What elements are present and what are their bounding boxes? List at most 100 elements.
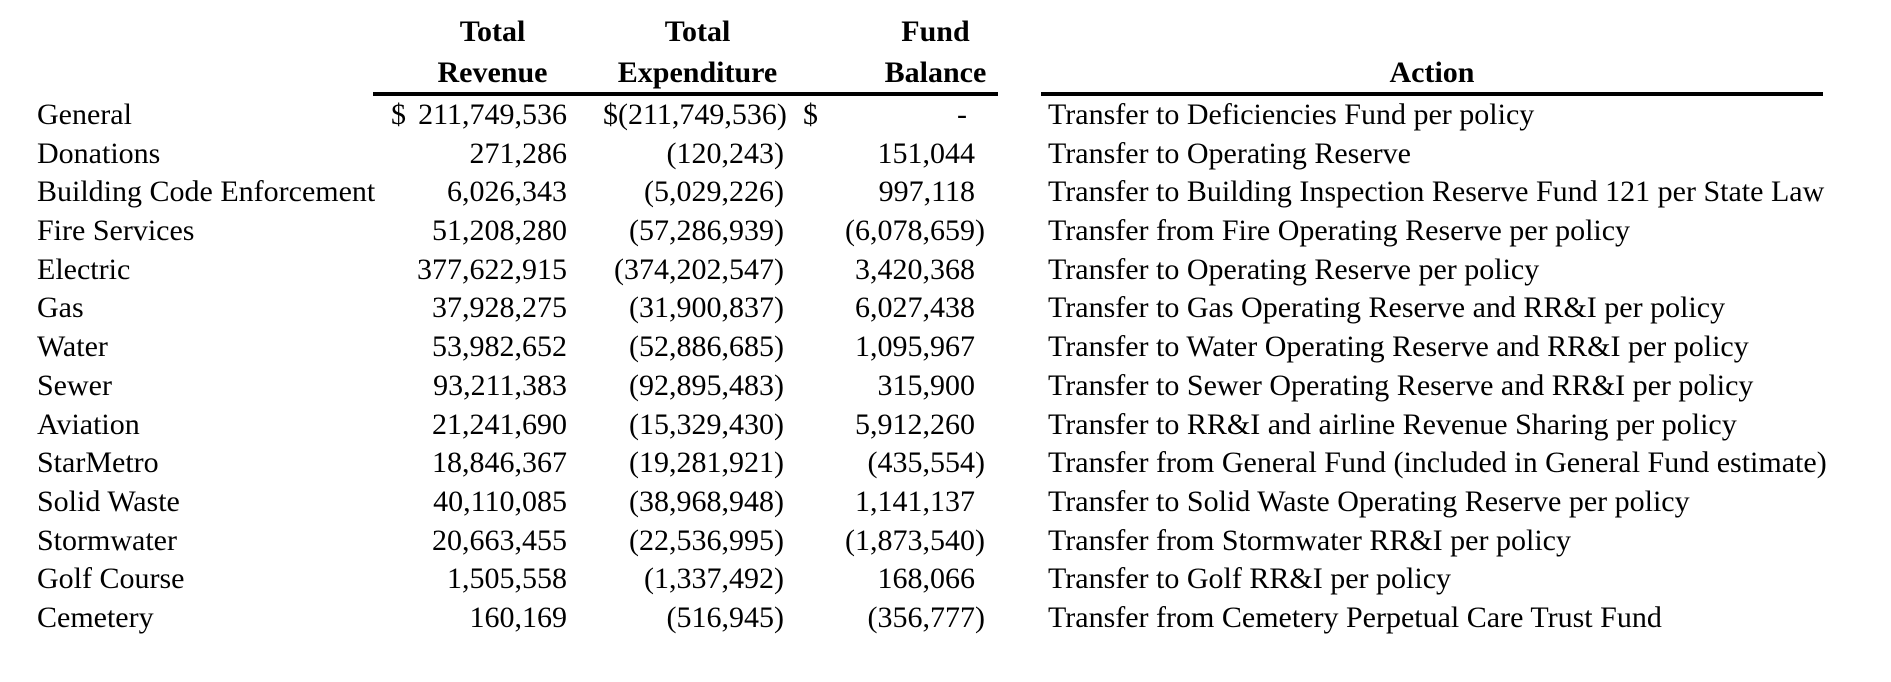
balance-value: (6,078,659) xyxy=(845,214,985,248)
action-cell: Transfer from General Fund (included in … xyxy=(1048,446,1827,480)
balance-cell: 997,118 xyxy=(798,173,995,212)
currency-symbol: $ xyxy=(803,98,818,131)
revenue-value: 18,846,367 xyxy=(432,446,567,480)
column-gap xyxy=(995,328,1041,367)
action-cell: Transfer to Solid Waste Operating Reserv… xyxy=(1048,484,1690,518)
balance-cell: 1,141,137 xyxy=(798,483,995,522)
balance-value: 168,066 xyxy=(877,562,976,596)
column-gap xyxy=(995,522,1041,561)
table-row: Water 53,982,652 (52,886,685) 1,095,967 … xyxy=(37,328,1891,367)
revenue-cell: 6,026,343 xyxy=(375,173,572,212)
table-row: Electric 377,622,915 (374,202,547) 3,420… xyxy=(37,251,1891,290)
column-gap xyxy=(572,367,595,406)
revenue-value: 21,241,690 xyxy=(432,407,567,441)
table-row: Fire Services 51,208,280 (57,286,939) (6… xyxy=(37,212,1891,251)
table-row: Donations 271,286 (120,243) 151,044 Tran… xyxy=(37,135,1891,174)
fund-name-cell: Electric xyxy=(37,252,131,286)
revenue-value: 37,928,275 xyxy=(432,291,567,325)
balance-cell: (356,777) xyxy=(798,599,995,638)
fund-name-cell: Donations xyxy=(37,136,161,170)
table-row: Sewer 93,211,383 (92,895,483) 315,900 Tr… xyxy=(37,367,1891,406)
expenditure-value: (22,536,995) xyxy=(629,523,784,557)
revenue-cell: 160,169 xyxy=(375,599,572,638)
balance-value: 315,900 xyxy=(877,368,976,402)
revenue-cell: 51,208,280 xyxy=(375,212,572,251)
column-gap xyxy=(790,289,798,328)
expenditure-cell: (5,029,226) xyxy=(595,173,790,212)
balance-value: 6,027,438 xyxy=(855,291,975,325)
table-row: Aviation 21,241,690 (15,329,430) 5,912,2… xyxy=(37,406,1891,445)
column-gap xyxy=(995,483,1041,522)
column-gap xyxy=(995,173,1041,212)
fund-name-cell: General xyxy=(37,98,132,131)
balance-value: 151,044 xyxy=(877,136,976,170)
fund-name-cell: StarMetro xyxy=(37,446,159,480)
balance-cell: 1,095,967 xyxy=(798,328,995,367)
column-gap xyxy=(995,367,1041,406)
fund-name-cell: Solid Waste xyxy=(37,484,180,518)
column-gap xyxy=(572,522,595,561)
header-line: Fund xyxy=(901,15,970,48)
action-cell: Transfer to Deficiencies Fund per policy xyxy=(1048,98,1535,131)
revenue-cell: 53,982,652 xyxy=(375,328,572,367)
fund-name-cell: Gas xyxy=(37,291,84,325)
fund-name-cell: Aviation xyxy=(37,407,140,441)
balance-cell: 315,900 xyxy=(798,367,995,406)
balance-value: (1,873,540) xyxy=(845,523,985,557)
revenue-cell: 37,928,275 xyxy=(375,289,572,328)
action-cell: Transfer to Gas Operating Reserve and RR… xyxy=(1048,291,1726,325)
column-gap xyxy=(790,599,798,638)
revenue-value: 53,982,652 xyxy=(432,330,567,364)
balance-cell: $ - xyxy=(798,96,995,135)
column-gap xyxy=(572,289,595,328)
column-gap xyxy=(790,483,798,522)
table-row: Stormwater 20,663,455 (22,536,995) (1,87… xyxy=(37,522,1891,561)
balance-value: - xyxy=(957,98,967,131)
column-header-total-expenditure: Total Expenditure xyxy=(600,11,795,93)
column-gap xyxy=(572,135,595,174)
balance-cell: 5,912,260 xyxy=(798,406,995,445)
expenditure-value: (516,945) xyxy=(666,600,784,634)
header-line: Total xyxy=(664,15,731,48)
expenditure-value: (19,281,921) xyxy=(629,446,784,480)
balance-value: 997,118 xyxy=(878,175,975,209)
header-line: Total xyxy=(459,15,526,48)
action-cell: Transfer from Cemetery Perpetual Care Tr… xyxy=(1048,600,1662,634)
expenditure-value: (31,900,837) xyxy=(629,291,784,325)
balance-cell: (6,078,659) xyxy=(798,212,995,251)
expenditure-value: (52,886,685) xyxy=(629,330,784,364)
expenditure-cell: (57,286,939) xyxy=(595,212,790,251)
column-gap xyxy=(995,96,1041,135)
column-gap xyxy=(572,560,595,599)
column-gap xyxy=(572,444,595,483)
column-gap xyxy=(995,406,1041,445)
action-cell: Transfer to Operating Reserve xyxy=(1048,136,1411,170)
revenue-cell: 20,663,455 xyxy=(375,522,572,561)
fund-name-cell: Water xyxy=(37,330,108,364)
balance-value: 3,420,368 xyxy=(855,252,975,286)
column-gap xyxy=(572,483,595,522)
expenditure-value: (15,329,430) xyxy=(629,407,784,441)
revenue-value: 20,663,455 xyxy=(432,523,567,557)
fund-name-cell: Fire Services xyxy=(37,214,195,248)
revenue-cell: 40,110,085 xyxy=(375,483,572,522)
column-gap xyxy=(790,444,798,483)
fund-name-cell: Stormwater xyxy=(37,523,177,557)
column-header-action: Action xyxy=(1389,56,1475,89)
column-gap xyxy=(572,328,595,367)
expenditure-value: (57,286,939) xyxy=(629,214,784,248)
fund-name-cell: Golf Course xyxy=(37,562,185,596)
column-gap xyxy=(572,96,595,135)
expenditure-value: (374,202,547) xyxy=(614,252,784,286)
balance-value: (356,777) xyxy=(867,600,985,634)
column-gap xyxy=(790,328,798,367)
expenditure-cell: (22,536,995) xyxy=(595,522,790,561)
expenditure-value: (5,029,226) xyxy=(644,175,784,209)
action-header-rule xyxy=(1041,92,1823,96)
revenue-cell: 21,241,690 xyxy=(375,406,572,445)
balance-cell: (1,873,540) xyxy=(798,522,995,561)
numbers-header-rule xyxy=(373,92,998,96)
revenue-cell: 93,211,383 xyxy=(375,367,572,406)
fund-name-cell: Building Code Enforcement xyxy=(37,175,375,209)
